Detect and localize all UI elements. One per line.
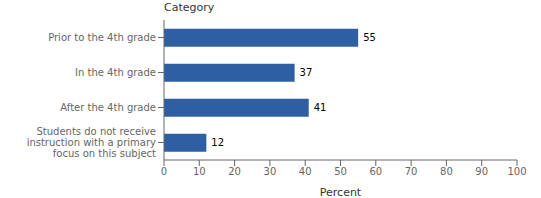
svg-text:80: 80 xyxy=(440,166,453,177)
svg-text:10: 10 xyxy=(193,166,206,177)
svg-text:Prior to the 4th grade: Prior to the 4th grade xyxy=(48,32,156,43)
svg-text:40: 40 xyxy=(299,166,312,177)
svg-text:37: 37 xyxy=(300,67,313,78)
svg-text:55: 55 xyxy=(363,32,376,43)
svg-text:30: 30 xyxy=(264,166,277,177)
svg-text:70: 70 xyxy=(405,166,418,177)
svg-text:Students do not receiveinstruc: Students do not receiveinstruction with … xyxy=(27,126,156,159)
svg-text:0: 0 xyxy=(161,166,167,177)
svg-text:In the 4th grade: In the 4th grade xyxy=(75,67,156,78)
html-text:Category: Category xyxy=(164,1,215,14)
svg-text:After the 4th grade: After the 4th grade xyxy=(60,102,156,113)
svg-text:12: 12 xyxy=(211,137,224,148)
svg-text:90: 90 xyxy=(475,166,488,177)
svg-text:20: 20 xyxy=(228,166,241,177)
svg-text:60: 60 xyxy=(369,166,382,177)
svg-text:100: 100 xyxy=(507,166,526,177)
svg-text:Percent: Percent xyxy=(320,186,362,198)
svg-text:50: 50 xyxy=(334,166,347,177)
svg-text:41: 41 xyxy=(314,102,327,113)
